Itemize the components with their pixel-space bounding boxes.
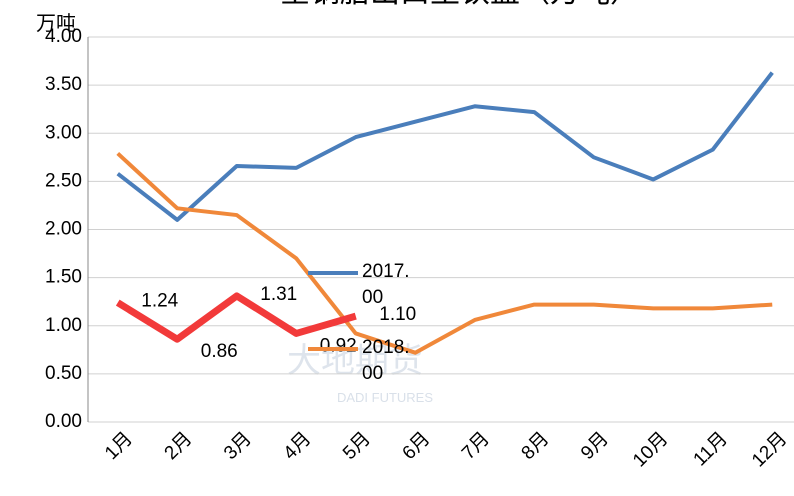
- x-tick-label: 6月: [399, 428, 435, 464]
- chart-title: 全钢胎出口生铁盘（万吨）: [280, 0, 640, 9]
- y-tick-label: 4.00: [45, 26, 82, 47]
- y-axis-label: 万吨: [36, 12, 76, 35]
- data-label: 1.10: [379, 304, 416, 325]
- x-tick-label: 4月: [280, 428, 316, 464]
- x-tick-label: 2月: [161, 428, 197, 464]
- data-label: 0.92: [320, 335, 357, 356]
- x-tick-label: 9月: [577, 428, 613, 464]
- y-tick-label: 2.00: [45, 219, 82, 240]
- y-tick-label: 1.50: [45, 267, 82, 288]
- x-tick-label: 11月: [690, 428, 732, 470]
- x-tick-label: 8月: [518, 428, 554, 464]
- y-tick-label: 3.50: [45, 74, 82, 95]
- data-label: 1.31: [260, 284, 297, 305]
- y-tick-label: 0.50: [45, 363, 82, 384]
- x-tick-label: 12月: [748, 428, 791, 471]
- legend-label: 2018.00: [362, 337, 410, 384]
- y-tick-label: 2.50: [45, 170, 82, 191]
- x-tick-label: 10月: [629, 428, 672, 471]
- watermark-sub: DADI FUTURES: [337, 390, 433, 405]
- series-line: [116, 71, 774, 222]
- y-tick-label: 3.00: [45, 122, 82, 143]
- y-tick-label: 1.00: [45, 315, 82, 336]
- data-label: 1.24: [141, 291, 178, 312]
- data-label: 0.86: [201, 341, 238, 362]
- y-tick-label: 0.00: [45, 411, 82, 432]
- x-tick-label: 1月: [101, 428, 137, 464]
- x-tick-label: 3月: [220, 428, 256, 464]
- legend-label: 2017.00: [362, 261, 410, 308]
- series-line: [116, 151, 773, 355]
- x-tick-label: 5月: [339, 428, 375, 464]
- x-tick-label: 7月: [458, 428, 494, 464]
- series-line: [115, 292, 357, 343]
